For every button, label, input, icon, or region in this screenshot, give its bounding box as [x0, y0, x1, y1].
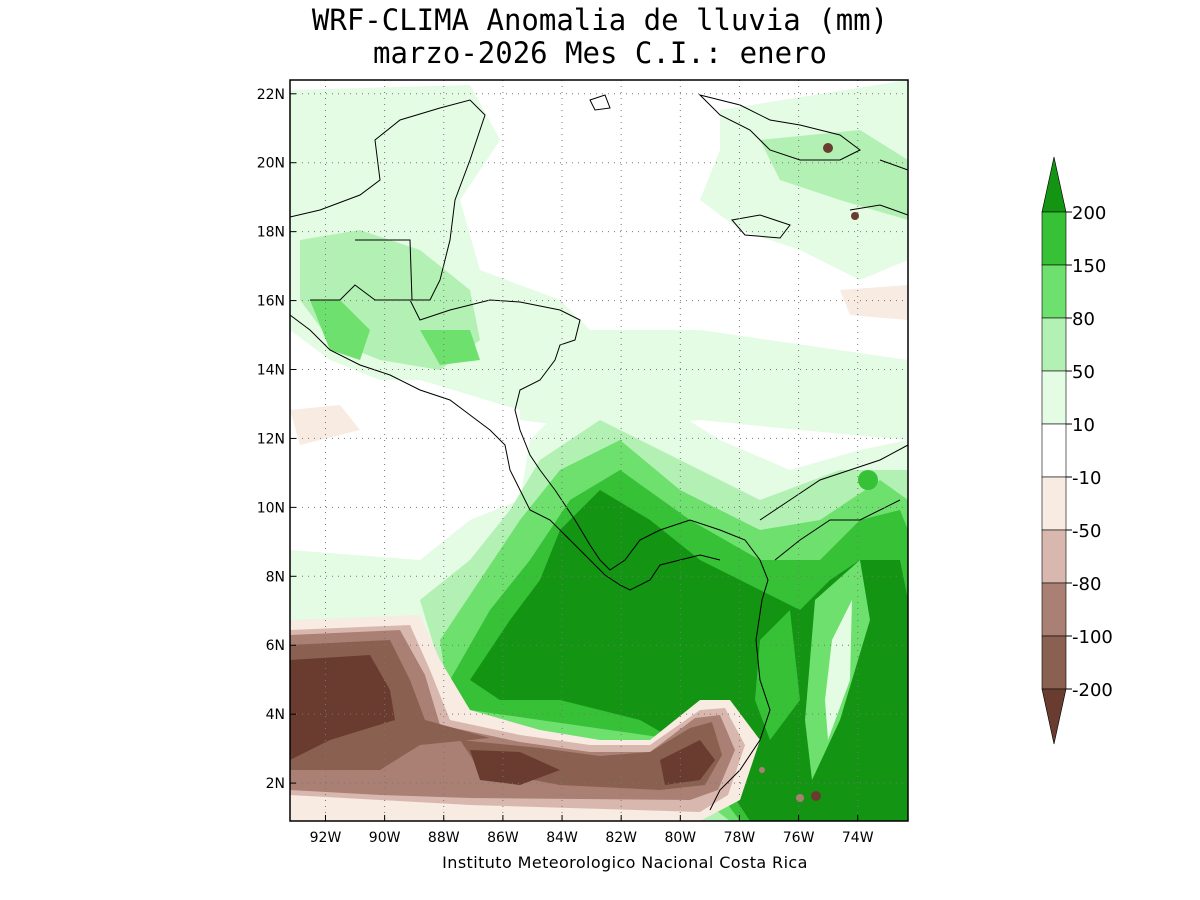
- map-title: WRF-CLIMA Anomalia de lluvia (mm): [311, 3, 889, 37]
- y-tick-label: 22N: [257, 87, 285, 103]
- colorbar-segment: [1041, 211, 1067, 266]
- colorbar-segment: [1041, 317, 1067, 372]
- colorbar-segment: [1041, 423, 1067, 478]
- x-tick-label: 86W: [487, 830, 519, 846]
- x-tick-label: 92W: [310, 830, 342, 846]
- colorbar-segment: [1041, 529, 1067, 584]
- y-tick-label: 10N: [257, 500, 285, 516]
- field-zone: [760, 130, 908, 220]
- x-tick-label: 76W: [783, 830, 815, 846]
- pacific-coast: [290, 314, 721, 591]
- x-tick-label: 88W: [428, 830, 460, 846]
- x-tick-label: 80W: [664, 830, 696, 846]
- field-spot: [858, 470, 878, 490]
- colorbar-bottom-arrow: [1041, 688, 1067, 745]
- y-tick-label: 4N: [266, 707, 285, 723]
- field-zone: [470, 750, 560, 785]
- field-spot: [851, 212, 859, 220]
- colorbar-label: -50: [1072, 521, 1101, 542]
- colorbar-label: -80: [1072, 574, 1101, 595]
- colorbar-segment: [1041, 476, 1067, 531]
- field-zone: [660, 740, 715, 785]
- field-zone: [290, 405, 360, 445]
- x-tick-label: 82W: [605, 830, 637, 846]
- field-zone: [420, 330, 480, 365]
- colorbar-segment: [1041, 635, 1067, 690]
- y-tick-label: 6N: [266, 638, 285, 654]
- colombia-border: [774, 499, 901, 561]
- colorbar-label: 150: [1072, 256, 1106, 277]
- venezuela-coast: [759, 444, 908, 521]
- y-tick-label: 16N: [257, 294, 285, 310]
- colorbar-label: -200: [1072, 680, 1113, 701]
- hispaniola-outline: [849, 159, 908, 216]
- y-tick-label: 14N: [257, 363, 285, 379]
- field-zone: [290, 655, 395, 760]
- field-zone: [755, 610, 800, 740]
- field-spot: [811, 791, 821, 801]
- field-spot: [796, 794, 804, 802]
- jamaica-outline: [731, 214, 791, 239]
- field-spot: [823, 143, 833, 153]
- field-zone: [825, 600, 852, 740]
- caribbean-coast: [290, 99, 771, 811]
- island-outline: [589, 94, 611, 111]
- field-zone: [840, 285, 908, 320]
- x-tick-label: 78W: [724, 830, 756, 846]
- field-zone: [470, 490, 908, 821]
- colorbar-segment: [1041, 582, 1067, 637]
- colorbar-label: 80: [1072, 309, 1095, 330]
- credit-text: Instituto Meteorologico Nacional Costa R…: [442, 853, 808, 872]
- x-tick-label: 74W: [842, 830, 874, 846]
- colorbar-label: 10: [1072, 415, 1095, 436]
- anomaly-field: [290, 80, 908, 821]
- map-subtitle: marzo-2026 Mes C.I.: enero: [373, 36, 827, 70]
- colorbar-label: -10: [1072, 468, 1101, 489]
- colorbar-segment: [1041, 370, 1067, 425]
- colorbar-segment: [1041, 264, 1067, 319]
- x-tick-label: 84W: [546, 830, 578, 846]
- guatemala-border: [310, 239, 413, 301]
- y-tick-label: 18N: [257, 225, 285, 241]
- axis-ticks: 92W 90W 88W 86W 84W 82W 80W 78W 76W 74W 2N 4N 6N 8N 10…: [257, 87, 874, 846]
- x-tick-label: 90W: [369, 830, 401, 846]
- colorbar-label: 50: [1072, 362, 1095, 383]
- cuba-outline: [698, 94, 861, 161]
- colorbar-label: 200: [1072, 203, 1106, 224]
- colorbar-label: -100: [1072, 627, 1113, 648]
- y-tick-label: 12N: [257, 431, 285, 447]
- colorbar-top-arrow: [1041, 156, 1067, 213]
- field-spot: [759, 767, 765, 773]
- lat-lon-grid: [290, 80, 908, 821]
- y-tick-label: 2N: [266, 776, 285, 792]
- coastlines: [290, 94, 908, 811]
- colorbar: 200 150 80 50 10 -10 -50 -80 -100 -200: [1041, 156, 1113, 745]
- y-tick-label: 8N: [266, 569, 285, 585]
- map-frame: [289, 79, 909, 822]
- y-tick-label: 20N: [257, 156, 285, 172]
